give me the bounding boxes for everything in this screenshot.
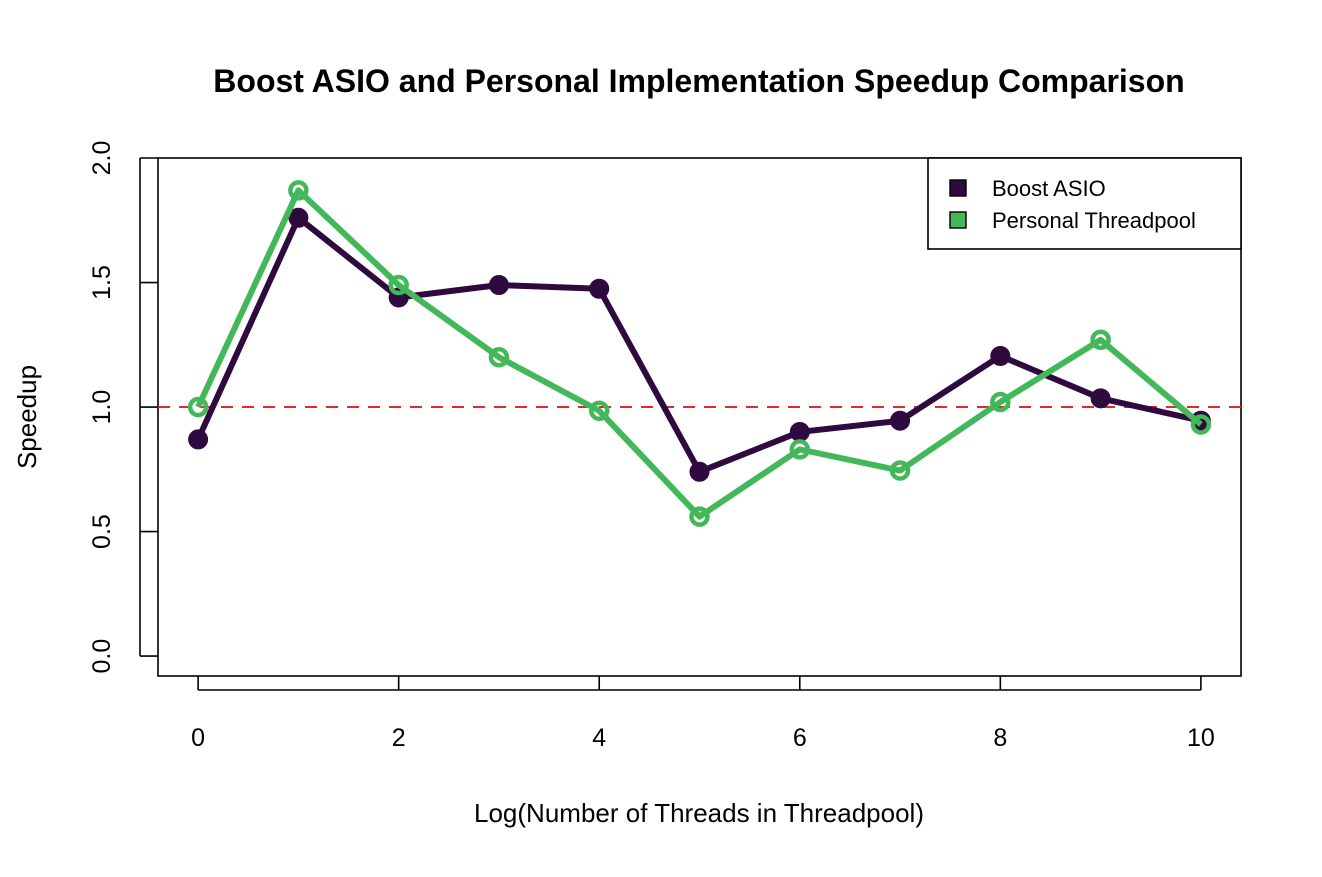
point-personal-threadpool-7 [889, 460, 911, 481]
plot-area: 0 2 4 6 8 10 0.0 0.5 1.0 1.5 2.0 Boost ASIO Personal… [88, 141, 1242, 752]
x-tick-label-0: 0 [191, 724, 205, 752]
point-boost-asio-7 [890, 410, 911, 431]
point-personal-threadpool-5 [689, 506, 710, 527]
plot-frame [157, 157, 1242, 677]
point-boost-asio-4 [589, 278, 610, 299]
y-tick-label-2.0: 2.0 [88, 141, 116, 176]
x-tick-label-4: 4 [592, 724, 606, 752]
point-personal-threadpool-0 [187, 396, 209, 418]
point-personal-threadpool-10 [1190, 414, 1212, 435]
x-axis-label: Log(Number of Threads in Threadpool) [474, 798, 924, 828]
y-tick-label-0.0: 0.0 [88, 639, 116, 674]
point-personal-threadpool-8 [990, 391, 1011, 413]
chart-title: Boost ASIO and Personal Implementation S… [213, 63, 1184, 99]
series-line-boost-asio [195, 214, 1202, 475]
legend-swatch-personal-threadpool [949, 211, 967, 229]
x-tick-label-6: 6 [793, 724, 807, 752]
x-tick-label-10: 10 [1187, 724, 1215, 752]
point-boost-asio-8 [990, 345, 1011, 366]
point-boost-asio-3 [488, 275, 509, 296]
point-boost-asio-5 [689, 461, 710, 482]
point-personal-threadpool-6 [789, 439, 811, 460]
y-tick-label-1.0: 1.0 [88, 390, 116, 425]
point-personal-threadpool-4 [588, 400, 610, 422]
y-tick-label-1.5: 1.5 [88, 265, 116, 300]
x-tick-label-2: 2 [392, 724, 406, 752]
series-line-personal-threadpool [195, 187, 1203, 520]
y-axis-label: Speedup [12, 365, 42, 469]
point-personal-threadpool-2 [388, 274, 409, 296]
x-tick-label-8: 8 [993, 724, 1007, 752]
point-boost-asio-0 [188, 429, 209, 450]
point-boost-asio-6 [789, 421, 810, 442]
point-personal-threadpool-1 [288, 180, 309, 201]
point-boost-asio-9 [1090, 388, 1111, 409]
legend-swatch-boost-asio [949, 179, 967, 197]
legend-box [927, 157, 1242, 250]
point-personal-threadpool-3 [488, 346, 510, 368]
point-personal-threadpool-9 [1090, 329, 1111, 351]
legend-label-personal-threadpool: Personal Threadpool [992, 208, 1196, 233]
legend-label-boost-asio: Boost ASIO [992, 176, 1106, 201]
y-tick-label-0.5: 0.5 [88, 514, 116, 549]
